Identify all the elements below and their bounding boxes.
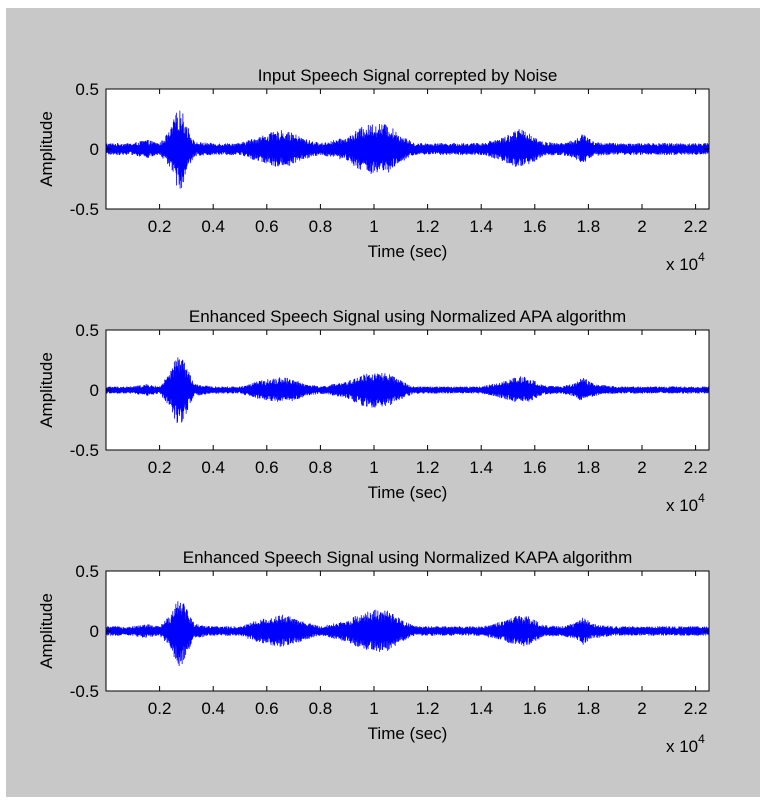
x-tick-label: 1.6 — [523, 217, 547, 236]
x-tick-label: 0.6 — [255, 217, 279, 236]
signal-waveform — [105, 110, 710, 189]
y-tick-label: 0.5 — [75, 321, 99, 340]
x-axis-label: Time (sec) — [368, 724, 448, 743]
figure-canvas: 0.2 0.4 0.6 0.8 1 1.2 1.4 1.6 1.8 2 2.2 -0.5 0 0.5 Inp… — [37, 66, 710, 756]
x-tick-label: 1.4 — [469, 458, 493, 477]
figure-window: 0.2 0.4 0.6 0.8 1 1.2 1.4 1.6 1.8 2 2.2 -0.5 0 0.5 Inp… — [6, 8, 760, 797]
x-tick-label: 0.8 — [309, 217, 333, 236]
y-tick-label: 0 — [90, 140, 99, 159]
y-axis-label: Amplitude — [37, 352, 56, 428]
y-axis-label: Amplitude — [37, 593, 56, 669]
x-tick-label: 0.4 — [201, 699, 225, 718]
plot-title: Enhanced Speech Signal using Normalized … — [189, 307, 626, 326]
x-tick-label: 1.8 — [577, 699, 601, 718]
x-tick-label: 0.8 — [309, 458, 333, 477]
x-tick-label: 1 — [369, 699, 378, 718]
plot-title: Enhanced Speech Signal using Normalized … — [183, 548, 633, 567]
x-tick-label: 1.4 — [469, 699, 493, 718]
x-tick-label: 0.4 — [201, 458, 225, 477]
x-tick-label: 0.8 — [309, 699, 333, 718]
x-tick-label: 0.6 — [255, 699, 279, 718]
y-tick-label: 0.5 — [75, 562, 99, 581]
x-tick-label: 0.2 — [148, 699, 172, 718]
x-tick-label: 1.6 — [523, 458, 547, 477]
x-tick-label: 2.2 — [684, 458, 708, 477]
x-tick-label: 2 — [637, 458, 646, 477]
signal-waveform — [105, 357, 710, 424]
y-tick-label: -0.5 — [70, 682, 99, 701]
x-tick-label: 2.2 — [684, 217, 708, 236]
x-tick-label: 0.2 — [148, 458, 172, 477]
x-tick-label: 0.2 — [148, 217, 172, 236]
x-axis-label: Time (sec) — [368, 242, 448, 261]
signal-waveform — [105, 601, 710, 667]
x-tick-label: 1.2 — [416, 217, 440, 236]
x-tick-label: 1.2 — [416, 458, 440, 477]
subplot-3: 0.2 0.4 0.6 0.8 1 1.2 1.4 1.6 1.8 2 2.2 -0.5 0 0.5 Enh… — [37, 548, 710, 756]
x-axis-label: Time (sec) — [368, 483, 448, 502]
subplot-2: 0.2 0.4 0.6 0.8 1 1.2 1.4 1.6 1.8 2 2.2 -0.5 0 0.5 Enh… — [37, 307, 710, 515]
x-tick-label: 1.8 — [577, 458, 601, 477]
y-tick-label: 0 — [90, 381, 99, 400]
x-exponent-label: x 104 — [666, 491, 705, 515]
x-tick-label: 2 — [637, 217, 646, 236]
y-axis-label: Amplitude — [37, 111, 56, 187]
x-tick-label: 0.4 — [201, 217, 225, 236]
x-exponent-label: x 104 — [666, 250, 705, 274]
y-tick-label: -0.5 — [70, 441, 99, 460]
y-tick-label: 0 — [90, 622, 99, 641]
x-tick-label: 1.6 — [523, 699, 547, 718]
y-tick-label: 0.5 — [75, 80, 99, 99]
x-tick-label: 2.2 — [684, 699, 708, 718]
x-tick-label: 1 — [369, 458, 378, 477]
x-tick-label: 2 — [637, 699, 646, 718]
x-tick-label: 0.6 — [255, 458, 279, 477]
y-tick-label: -0.5 — [70, 200, 99, 219]
x-tick-label: 1 — [369, 217, 378, 236]
plot-title: Input Speech Signal correpted by Noise — [258, 66, 558, 85]
subplot-1: 0.2 0.4 0.6 0.8 1 1.2 1.4 1.6 1.8 2 2.2 -0.5 0 0.5 Inp… — [37, 66, 710, 274]
x-tick-label: 1.4 — [469, 217, 493, 236]
x-tick-label: 1.8 — [577, 217, 601, 236]
x-exponent-label: x 104 — [666, 732, 705, 756]
x-tick-label: 1.2 — [416, 699, 440, 718]
